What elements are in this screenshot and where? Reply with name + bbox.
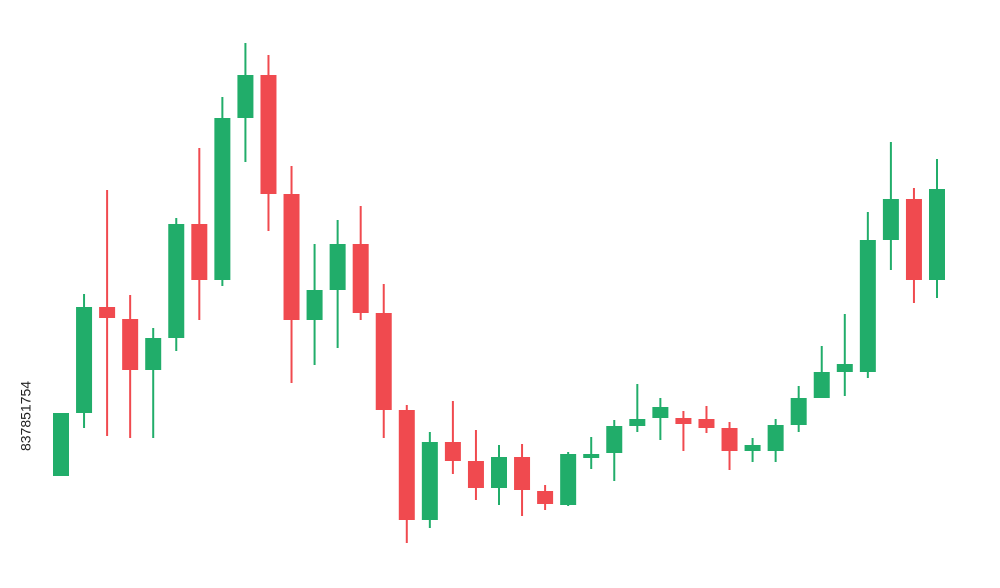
candle-body [514,457,531,490]
candle-body [629,419,646,426]
candle-body [583,454,600,458]
candle-body [191,224,208,280]
candle-body [767,425,784,451]
candle-body [813,372,830,398]
candle-body [214,118,231,280]
candle-body [698,419,715,428]
candle-body [53,413,69,476]
candle-body [836,364,853,372]
candle-body [859,240,876,372]
candle-body [721,428,738,451]
candle-body [145,338,162,370]
candle-body [491,457,507,488]
candle-body [882,199,899,240]
candle-body [467,461,484,488]
candle-body [283,194,300,320]
candle-body [444,442,461,461]
candle-body [675,418,692,424]
candle-body [76,307,93,413]
candle-body [560,454,577,505]
candle-body [168,224,185,338]
candle-body [421,442,438,520]
candle-body [905,199,922,280]
candle-body [306,290,323,320]
candle-body [744,445,761,451]
candle-body [237,75,254,118]
candle-body [329,244,346,290]
candle-body [375,313,392,410]
candle-body [929,189,945,280]
candle-body [606,426,623,453]
candle-body [537,491,554,504]
candle-body [790,398,807,425]
candle-body [652,407,669,418]
candle-body [398,410,415,520]
candle-body [260,75,277,194]
candle-body [122,319,139,370]
candle-body [352,244,369,313]
candle-body [99,307,116,318]
watermark-id: 837851754 [18,381,34,451]
